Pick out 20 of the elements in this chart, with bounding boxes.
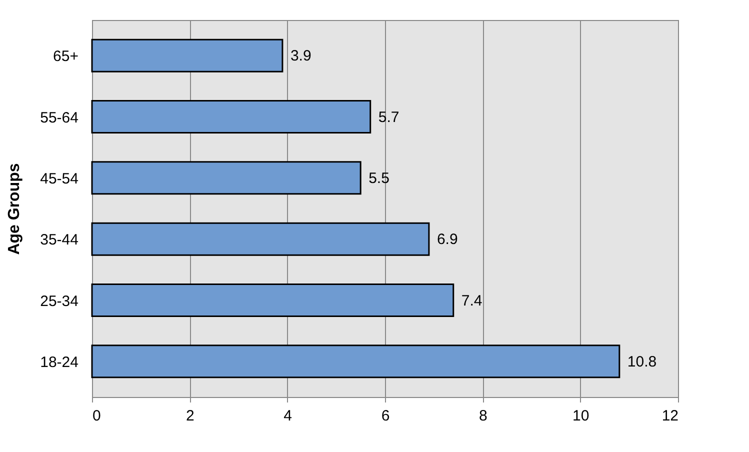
y-tick-label: 25-34 [40,292,78,310]
x-tick-label: 4 [284,408,292,424]
y-tick-label: 55-64 [40,109,78,126]
data-label: 5.5 [368,170,390,187]
y-axis-title: Age Groups [6,163,24,255]
data-label: 5.7 [378,108,400,126]
data-label: 7.4 [461,292,482,310]
x-tick-label: 10 [572,408,590,424]
data-label: 3.9 [290,48,312,65]
y-tick-label: 35-44 [40,232,78,249]
x-tick-label: 6 [381,408,390,424]
data-label: 6.9 [436,231,458,248]
x-tick-label: 8 [478,408,488,424]
x-tick-label: 12 [662,408,678,424]
data-label: 10.8 [627,353,657,370]
y-tick-label: 45-54 [40,170,78,188]
x-tick-label: 0 [92,408,101,424]
x-tick-label: 2 [186,408,194,424]
y-tick-label: 65+ [53,48,79,66]
y-tick-label: 18-24 [40,354,78,371]
